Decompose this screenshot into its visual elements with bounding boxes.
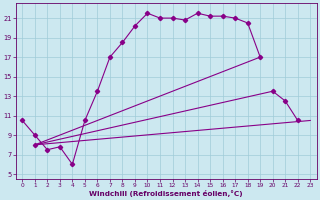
- X-axis label: Windchill (Refroidissement éolien,°C): Windchill (Refroidissement éolien,°C): [90, 190, 243, 197]
